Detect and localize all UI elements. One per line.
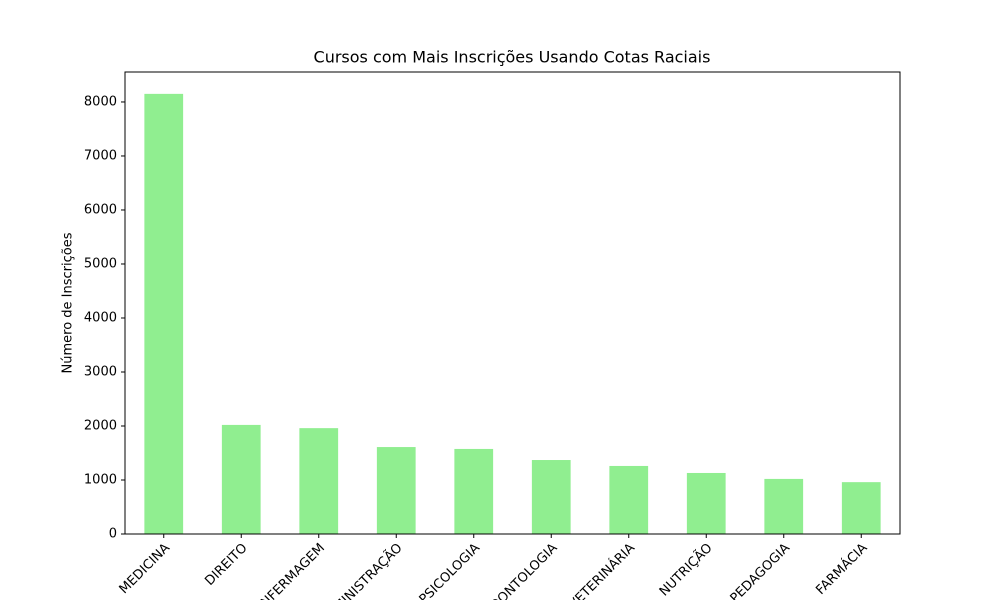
y-axis-label: Número de Inscrições	[61, 232, 76, 373]
y-tick-label: 5000	[84, 256, 117, 271]
y-tick-label: 3000	[84, 364, 117, 379]
bar	[376, 447, 416, 534]
bar	[454, 448, 494, 534]
bar	[609, 465, 649, 534]
bar	[531, 460, 571, 534]
y-tick-label: 1000	[84, 472, 117, 487]
y-tick-label: 4000	[84, 310, 117, 325]
bar	[764, 478, 804, 534]
bar	[299, 428, 339, 534]
bar	[144, 93, 184, 534]
y-tick-label: 2000	[84, 418, 117, 433]
y-tick-label: 7000	[84, 148, 117, 163]
y-tick-label: 0	[109, 527, 117, 542]
bar	[686, 472, 726, 534]
y-tick-label: 8000	[84, 94, 117, 109]
chart-title: Cursos com Mais Inscrições Usando Cotas …	[314, 48, 711, 67]
y-tick-label: 6000	[84, 202, 117, 217]
bar	[841, 482, 881, 534]
plot-frame	[124, 71, 901, 535]
bar	[221, 424, 261, 534]
